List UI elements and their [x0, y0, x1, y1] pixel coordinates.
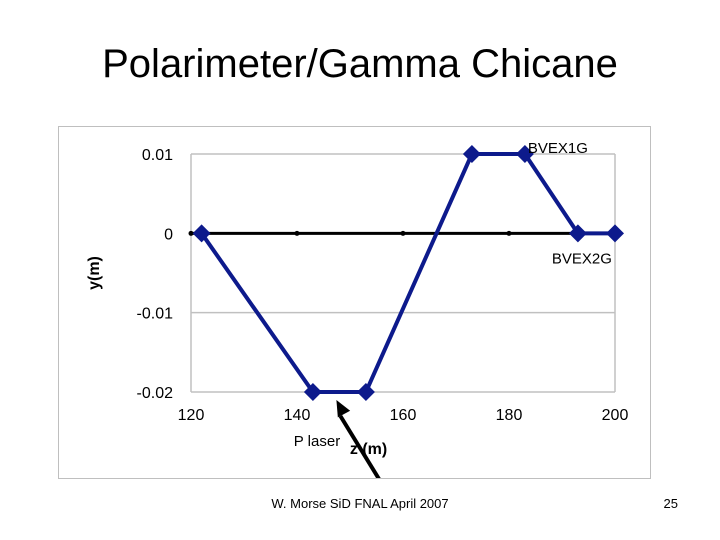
series-line: [199, 152, 615, 394]
grid-layer: [190, 153, 616, 393]
x-tick-label: 120: [178, 407, 205, 424]
slide-footer: W. Morse SiD FNAL April 2007: [271, 496, 449, 511]
laser-arrow-shaft: [338, 414, 381, 478]
page-number: 25: [663, 496, 678, 511]
y-tick-label: 0: [164, 226, 173, 243]
data-point-marker: [192, 224, 211, 243]
chart-frame: 0.01 0 -0.01 -0.02 120 140 160 180 200 z (m) y(m) …: [58, 126, 651, 479]
annotation-label: BVEX1G: [528, 140, 588, 157]
y-tick-label: 0.01: [142, 147, 173, 164]
laser-arrow-head: [336, 400, 351, 418]
zero-line-tick: [188, 230, 194, 236]
data-point-marker: [515, 145, 534, 163]
data-point-marker: [462, 145, 481, 163]
data-point-marker: [356, 383, 375, 401]
slide-title: Polarimeter/Gamma Chicane: [102, 42, 618, 86]
zero-line-tick: [506, 230, 512, 236]
annotation-label: P laser: [294, 433, 340, 450]
annotation-layer: BVEX1G BVEX2G P laser: [294, 140, 612, 478]
zero-line-tick: [400, 230, 406, 236]
data-point-marker: [303, 383, 322, 401]
data-point-marker: [568, 224, 587, 243]
y-axis-title: y(m): [86, 256, 103, 290]
y-tick-label: -0.01: [137, 306, 174, 323]
zero-line-tick: [294, 230, 300, 236]
x-tick-label: 160: [390, 407, 417, 424]
series-layer: [192, 145, 624, 401]
x-tick-label: 200: [602, 407, 629, 424]
x-tick-label: 140: [284, 407, 311, 424]
x-tick-label: 180: [496, 407, 523, 424]
annotation-label: BVEX2G: [552, 250, 612, 267]
y-tick-label: -0.02: [137, 385, 174, 402]
data-point-marker: [606, 224, 624, 243]
